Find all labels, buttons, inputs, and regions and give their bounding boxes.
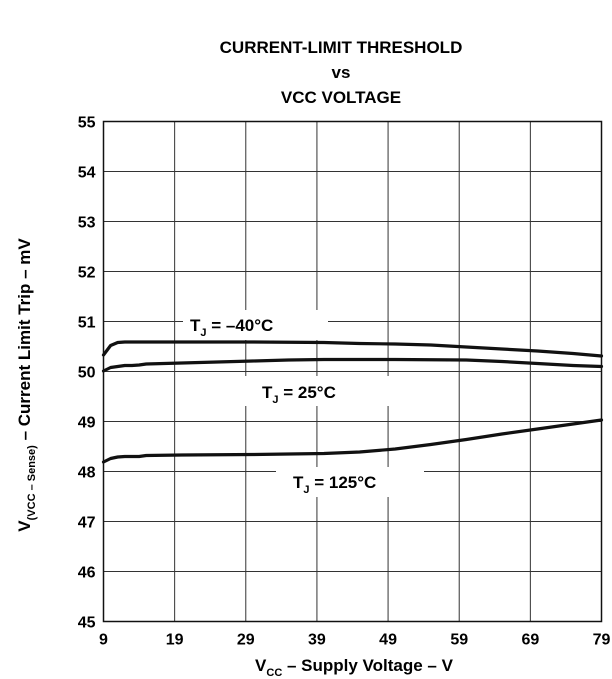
y-tick-label: 46	[78, 565, 96, 582]
x-axis-label: VCC – Supply Voltage – V	[255, 656, 454, 679]
series-label-125: TJ = 125°C	[276, 467, 424, 497]
y-axis-label: V(VCC – Sense) – Current Limit Trip – mV	[15, 238, 38, 532]
x-tick-label: 19	[166, 632, 184, 649]
y-tick-label: 52	[78, 265, 96, 282]
y-tick-label: 50	[78, 365, 96, 382]
x-tick-labels: 9 19 29 39 49 59 69 79	[99, 632, 610, 649]
chart-title: CURRENT-LIMIT THRESHOLD vs VCC VOLTAGE	[220, 38, 463, 107]
x-tick-label: 69	[521, 632, 539, 649]
title-line-3: VCC VOLTAGE	[281, 88, 401, 107]
x-tick-label: 79	[593, 632, 611, 649]
y-tick-label: 55	[78, 115, 96, 132]
y-tick-label: 51	[78, 315, 96, 332]
series-line-tj-125	[101, 418, 604, 464]
series-label-125-bg	[276, 467, 424, 497]
series-label-125-text: TJ = 125°C	[293, 473, 376, 496]
title-line-2: vs	[332, 63, 351, 82]
y-tick-label: 47	[78, 515, 96, 532]
series-line-tj-minus40	[101, 340, 604, 358]
y-tick-label: 48	[78, 465, 96, 482]
title-line-1: CURRENT-LIMIT THRESHOLD	[220, 38, 463, 57]
y-tick-label: 53	[78, 215, 96, 232]
y-tick-label: 45	[78, 615, 96, 632]
x-tick-label: 49	[379, 632, 397, 649]
y-tick-label: 49	[78, 415, 96, 432]
series-label-25: TJ = 25°C	[243, 376, 439, 406]
series-label-25-text: TJ = 25°C	[262, 383, 336, 406]
x-tick-label: 9	[99, 632, 108, 649]
x-tick-label: 39	[308, 632, 326, 649]
y-tick-label: 54	[78, 165, 96, 182]
plot-frame	[102, 120, 603, 623]
y-tick-labels: 45 46 47 48 49 50 51 52 53 54 55	[78, 115, 96, 632]
series-label-25-bg	[243, 376, 439, 406]
series-line-tj-25	[101, 357, 604, 373]
x-tick-label: 29	[237, 632, 255, 649]
x-tick-label: 59	[450, 632, 468, 649]
series-label-minus40-bg	[183, 310, 328, 340]
series-lines	[101, 340, 604, 464]
series-label-minus40: TJ = –40°C	[183, 310, 328, 340]
series-label-minus40-text: TJ = –40°C	[190, 316, 273, 339]
